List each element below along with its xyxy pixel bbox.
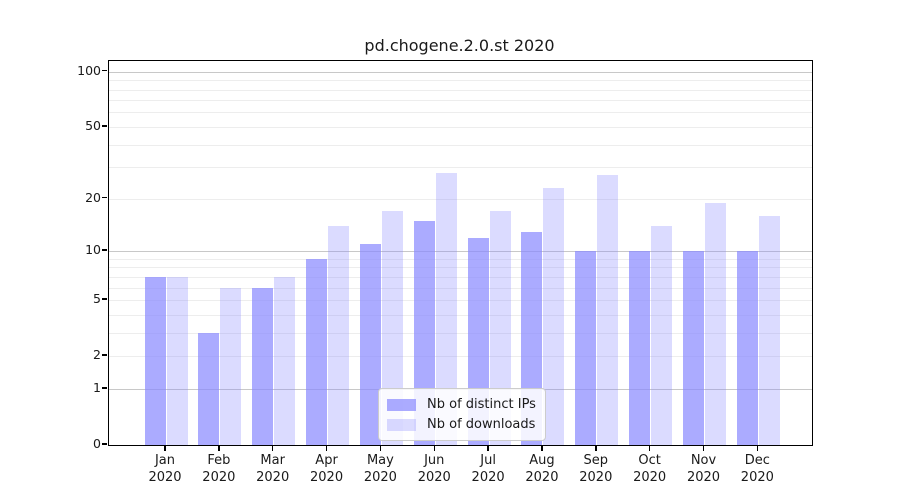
chart-title: pd.chogene.2.0.st 2020 [364,36,555,55]
y-tick-label-5: 5 [93,291,101,307]
bar-downloads-oct [651,225,673,445]
bar-downloads-may [381,211,403,445]
legend: Nb of distinct IPs Nb of downloads [378,388,546,441]
bar-distinct-ips-may [359,244,381,445]
y-tick-label-10: 10 [85,242,101,258]
x-tick-sep [595,445,597,451]
y-tick-label-100: 100 [77,62,101,78]
legend-item-distinct-ips: Nb of distinct IPs [387,397,536,412]
x-tick-label-jun: Jun 2020 [417,453,451,485]
gridline-minor-2 [109,356,812,358]
bar-distinct-ips-dec [736,251,758,445]
bar-downloads-sep [597,175,619,445]
bar-downloads-jul [489,211,511,445]
y-tick-1 [101,387,107,389]
bar-downloads-apr [328,225,350,445]
x-tick-jul [487,445,489,451]
legend-label-distinct-ips: Nb of distinct IPs [427,397,536,412]
bar-distinct-ips-jan [144,276,166,445]
y-tick-100 [101,69,107,72]
gridline-minor-20 [109,198,812,200]
bar-distinct-ips-mar [252,287,274,445]
gridline-minor-5 [109,300,812,302]
gridline-minor-4 [109,314,812,316]
bar-distinct-ips-nov [683,251,704,445]
x-tick-label-apr: Apr 2020 [310,453,344,485]
x-tick-label-nov: Nov 2020 [686,453,721,485]
x-tick-nov [702,445,705,451]
x-tick-aug [541,445,543,451]
gridline-minor-60 [109,112,812,114]
legend-item-downloads: Nb of downloads [387,417,535,432]
bar-downloads-mar [274,276,296,445]
x-tick-label-aug: Aug 2020 [525,453,559,485]
gridline-minor-40 [109,144,812,146]
y-tick-label-2: 2 [93,347,101,363]
gridline-major-10 [109,251,812,253]
bar-downloads-aug [543,187,565,445]
x-tick-label-jan: Jan 2020 [148,453,182,485]
x-tick-label-oct: Oct 2020 [633,453,667,485]
x-tick-label-sep: Sep 2020 [579,453,613,485]
x-tick-may [379,445,382,451]
gridline-minor-9 [109,258,812,260]
bar-downloads-nov [705,202,726,445]
legend-swatch-downloads [387,418,416,431]
x-tick-label-jul: Jul 2020 [471,453,505,485]
gridline-minor-50 [109,126,812,128]
x-tick-label-may: May 2020 [363,453,397,485]
x-tick-label-feb: Feb 2020 [202,453,236,485]
x-tick-label-mar: Mar 2020 [256,453,290,485]
y-tick-label-50: 50 [85,117,101,133]
y-tick-2 [101,354,107,356]
bar-distinct-ips-sep [575,251,597,445]
gridline-minor-70 [109,100,812,102]
x-tick-jan [164,445,166,451]
x-tick-oct [648,445,651,451]
y-tick-20 [101,196,107,199]
gridline-minor-6 [109,287,812,289]
x-tick-dec [756,445,759,451]
gridline-minor-8 [109,267,812,269]
y-tick-label-1: 1 [93,379,101,395]
bar-downloads-feb [220,287,242,445]
x-tick-label-dec: Dec 2020 [740,453,774,485]
bar-downloads-dec [758,215,780,445]
bar-distinct-ips-feb [198,332,220,445]
gridline-minor-7 [109,276,812,278]
y-tick-label-0: 0 [93,436,101,451]
x-tick-mar [271,445,274,451]
gridline-minor-90 [109,80,812,82]
x-tick-feb [218,445,220,451]
y-tick-5 [101,298,107,300]
y-tick-50 [101,125,107,127]
bar-downloads-jan [166,276,188,445]
legend-label-downloads: Nb of downloads [427,417,536,432]
bar-distinct-ips-oct [629,251,651,445]
gridline-minor-3 [109,332,812,334]
gridline-major-100 [109,71,812,73]
plot-area: Nb of distinct IPs Nb of downloads [108,60,813,446]
bar-distinct-ips-apr [306,258,328,445]
legend-swatch-distinct-ips [387,398,416,411]
gridline-minor-30 [109,167,812,169]
y-tick-0 [101,443,107,445]
y-tick-10 [101,249,107,251]
gridline-minor-80 [109,89,812,91]
x-tick-apr [325,445,328,451]
y-tick-label-20: 20 [85,189,101,205]
x-tick-jun [433,445,435,451]
bar-downloads-jun [435,172,457,445]
